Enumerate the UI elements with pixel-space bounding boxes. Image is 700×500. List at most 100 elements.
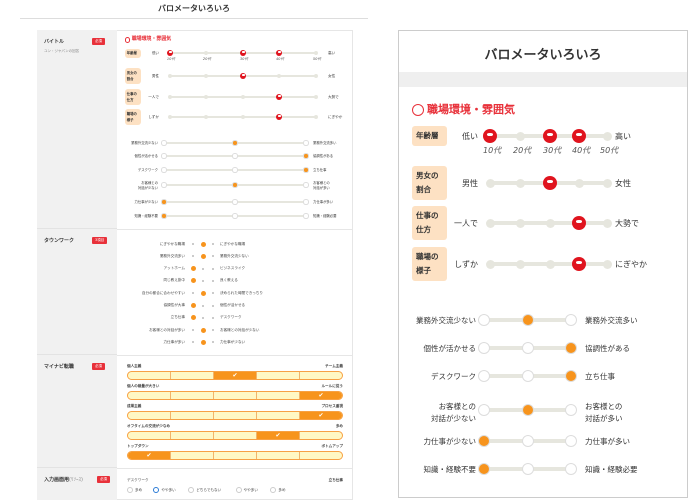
choice-option[interactable] <box>303 140 309 146</box>
radio-button[interactable] <box>153 487 160 493</box>
choice-option[interactable] <box>161 140 167 146</box>
scale-point[interactable] <box>515 259 525 269</box>
choice-option[interactable] <box>522 404 534 416</box>
mynavi-segment[interactable] <box>171 432 214 439</box>
choice-option[interactable] <box>522 435 534 447</box>
face-marker-icon[interactable] <box>572 129 586 143</box>
mynavi-bar[interactable]: ✔ <box>127 411 343 420</box>
choice-option[interactable] <box>565 314 577 326</box>
mynavi-bar[interactable]: ✔ <box>127 391 343 400</box>
choice-option[interactable] <box>161 182 167 188</box>
choice-option[interactable] <box>565 370 577 382</box>
scale-point[interactable] <box>313 50 319 56</box>
townwork-option[interactable] <box>190 278 196 284</box>
mynavi-segment[interactable] <box>257 372 300 379</box>
choice-option[interactable] <box>232 213 238 219</box>
mynavi-segment[interactable] <box>214 432 257 439</box>
townwork-option[interactable] <box>192 341 194 344</box>
mynavi-bar[interactable]: ✔ <box>127 371 343 380</box>
face-marker-icon[interactable] <box>275 93 283 101</box>
scale-point[interactable] <box>276 73 282 79</box>
townwork-option[interactable] <box>192 243 194 245</box>
mynavi-segment-selected[interactable]: ✔ <box>257 432 300 439</box>
choice-option[interactable] <box>303 199 309 205</box>
choice-option[interactable] <box>303 182 309 188</box>
choice-option[interactable] <box>303 213 309 219</box>
mynavi-segment[interactable] <box>171 452 214 459</box>
scale-point[interactable] <box>485 218 495 228</box>
mynavi-segment[interactable] <box>171 372 214 379</box>
mynavi-segment[interactable] <box>257 452 300 459</box>
townwork-option[interactable] <box>192 255 194 258</box>
mynavi-segment[interactable] <box>214 412 257 419</box>
townwork-option[interactable] <box>212 292 214 295</box>
face-marker-icon[interactable] <box>166 49 174 57</box>
mynavi-segment[interactable] <box>128 412 171 419</box>
choice-option[interactable] <box>161 213 167 219</box>
mynavi-segment-selected[interactable]: ✔ <box>300 412 342 419</box>
choice-option[interactable] <box>478 314 490 326</box>
radio-button[interactable] <box>188 487 195 493</box>
townwork-option[interactable] <box>200 241 206 247</box>
radio-button[interactable] <box>127 487 133 493</box>
townwork-option[interactable] <box>202 304 204 307</box>
scale-point[interactable] <box>602 218 612 228</box>
townwork-option[interactable] <box>190 266 196 272</box>
townwork-option[interactable] <box>190 303 196 308</box>
scale-point[interactable] <box>545 218 555 228</box>
townwork-option[interactable] <box>212 304 214 307</box>
mynavi-segment[interactable] <box>300 452 342 459</box>
townwork-option[interactable] <box>212 267 214 270</box>
radio-button[interactable] <box>270 487 277 493</box>
scale-point[interactable] <box>485 178 495 188</box>
mynavi-segment[interactable] <box>128 372 171 379</box>
mynavi-bar[interactable]: ✔ <box>127 431 343 440</box>
face-marker-icon[interactable] <box>543 129 557 143</box>
scale-point[interactable] <box>167 114 173 120</box>
choice-option[interactable] <box>522 342 534 354</box>
mynavi-segment-selected[interactable]: ✔ <box>214 372 257 379</box>
mynavi-segment[interactable] <box>214 392 257 399</box>
mynavi-segment-selected[interactable]: ✔ <box>128 452 171 459</box>
townwork-option[interactable] <box>202 316 204 319</box>
townwork-option[interactable] <box>200 253 206 259</box>
townwork-option[interactable] <box>212 316 214 319</box>
face-marker-icon[interactable] <box>483 129 497 143</box>
choice-option[interactable] <box>232 167 238 173</box>
scale-point[interactable] <box>545 259 555 269</box>
radio-button[interactable] <box>235 487 242 493</box>
scale-point[interactable] <box>167 94 173 100</box>
choice-option[interactable] <box>478 404 490 416</box>
choice-option[interactable] <box>232 140 238 146</box>
choice-option[interactable] <box>478 370 490 382</box>
townwork-option[interactable] <box>200 327 206 333</box>
choice-option[interactable] <box>522 463 534 475</box>
choice-option[interactable] <box>232 153 238 159</box>
face-marker-icon[interactable] <box>275 113 283 121</box>
choice-option[interactable] <box>565 435 577 447</box>
townwork-option[interactable] <box>212 243 214 245</box>
scale-point[interactable] <box>240 94 246 100</box>
choice-option[interactable] <box>161 199 167 205</box>
scale-point[interactable] <box>203 94 209 100</box>
face-marker-icon[interactable] <box>239 49 247 57</box>
scale-point[interactable] <box>485 259 495 269</box>
townwork-option[interactable] <box>202 279 204 282</box>
choice-option[interactable] <box>303 153 309 159</box>
scale-point[interactable] <box>240 114 246 120</box>
scale-point[interactable] <box>515 178 525 188</box>
scale-point[interactable] <box>167 73 173 79</box>
choice-option[interactable] <box>565 463 577 475</box>
choice-option[interactable] <box>565 404 577 416</box>
scale-point[interactable] <box>313 94 319 100</box>
mynavi-bar[interactable]: ✔ <box>127 451 343 460</box>
scale-point[interactable] <box>602 178 612 188</box>
scale-point[interactable] <box>313 114 319 120</box>
face-marker-icon[interactable] <box>543 176 557 190</box>
townwork-option[interactable] <box>212 329 214 332</box>
mynavi-segment[interactable] <box>128 432 171 439</box>
townwork-option[interactable] <box>200 290 206 296</box>
scale-point[interactable] <box>515 131 525 141</box>
townwork-option[interactable] <box>190 315 196 321</box>
townwork-option[interactable] <box>212 279 214 282</box>
